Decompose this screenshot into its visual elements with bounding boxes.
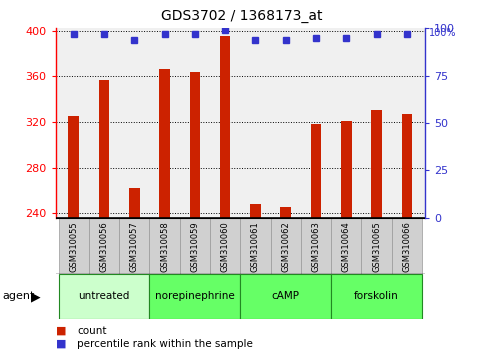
Text: cAMP: cAMP (272, 291, 300, 302)
Text: GSM310060: GSM310060 (221, 221, 229, 272)
Text: GSM310057: GSM310057 (130, 221, 139, 272)
Text: agent: agent (2, 291, 35, 302)
Text: GSM310059: GSM310059 (190, 221, 199, 272)
Text: untreated: untreated (78, 291, 130, 302)
Text: GSM310065: GSM310065 (372, 221, 381, 272)
Bar (392, 218, 422, 274)
Bar (58, 218, 89, 274)
Bar (58, 274, 149, 319)
Bar (69, 116, 79, 218)
Text: ▶: ▶ (31, 290, 41, 303)
Bar (189, 72, 200, 218)
Bar (220, 36, 230, 218)
Bar (361, 218, 392, 274)
Text: GSM310058: GSM310058 (160, 221, 169, 272)
Text: ■: ■ (56, 326, 66, 336)
Bar (331, 218, 361, 274)
Text: GSM310062: GSM310062 (281, 221, 290, 272)
Text: GSM310056: GSM310056 (99, 221, 109, 272)
Text: GSM310061: GSM310061 (251, 221, 260, 272)
Text: 100%: 100% (429, 28, 456, 38)
Text: ■: ■ (56, 339, 66, 349)
Bar (331, 274, 422, 319)
Text: count: count (77, 326, 107, 336)
Bar (89, 218, 119, 274)
Text: forskolin: forskolin (354, 291, 399, 302)
Bar (341, 121, 352, 218)
Bar (401, 114, 412, 218)
Bar (210, 218, 241, 274)
Bar (281, 207, 291, 218)
Bar (99, 80, 109, 218)
Text: GSM310066: GSM310066 (402, 221, 412, 272)
Text: norepinephrine: norepinephrine (155, 291, 235, 302)
Bar (149, 218, 180, 274)
Bar (149, 274, 241, 319)
Bar (250, 204, 261, 218)
Text: GSM310055: GSM310055 (69, 221, 78, 272)
Bar (270, 218, 301, 274)
Bar (301, 218, 331, 274)
Bar (159, 69, 170, 218)
Bar (119, 218, 149, 274)
Bar (180, 218, 210, 274)
Text: GSM310063: GSM310063 (312, 221, 321, 272)
Bar (129, 188, 140, 218)
Text: GSM310064: GSM310064 (342, 221, 351, 272)
Text: GDS3702 / 1368173_at: GDS3702 / 1368173_at (161, 9, 322, 23)
Text: percentile rank within the sample: percentile rank within the sample (77, 339, 253, 349)
Bar (311, 124, 321, 218)
Bar (241, 274, 331, 319)
Bar (241, 218, 270, 274)
Bar (371, 110, 382, 218)
